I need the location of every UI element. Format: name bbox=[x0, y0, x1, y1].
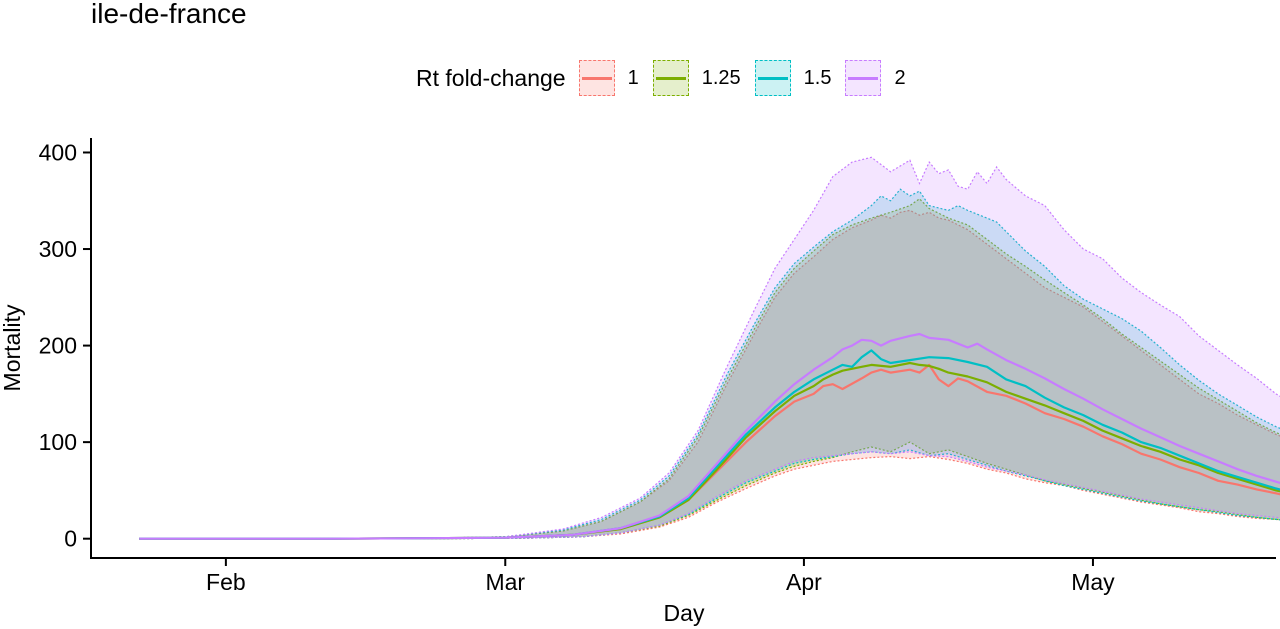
x-tick-label: Apr bbox=[786, 569, 822, 595]
ribbon-lower-1-25 bbox=[139, 441, 1280, 540]
mean-line-1-25 bbox=[139, 361, 1280, 540]
ribbon-lower-2 bbox=[139, 451, 1280, 540]
legend: Rt fold-change 1 1.25 1.5 2 bbox=[416, 58, 920, 98]
legend-item-1-5: 1.5 bbox=[754, 60, 832, 96]
legend-key-1 bbox=[578, 60, 615, 96]
legend-item-1: 1 bbox=[578, 60, 639, 96]
ribbon-1-25 bbox=[139, 198, 1280, 539]
ribbon-upper-1-25 bbox=[139, 198, 1280, 540]
y-tick-label: 0 bbox=[64, 526, 77, 552]
legend-label-2: 2 bbox=[894, 66, 906, 89]
legend-key-line-1-25 bbox=[655, 77, 686, 80]
y-tick-label: 100 bbox=[39, 429, 77, 455]
ribbon-2 bbox=[139, 157, 1280, 539]
legend-label-1: 1 bbox=[627, 66, 639, 89]
y-tick-label: 300 bbox=[39, 236, 77, 262]
x-tick-label: May bbox=[1071, 569, 1115, 595]
legend-item-1-25: 1.25 bbox=[652, 60, 741, 96]
x-axis-ticks: Feb Mar Apr May bbox=[206, 558, 1115, 595]
legend-item-2: 2 bbox=[845, 60, 906, 96]
y-axis-title: Mortality bbox=[0, 304, 25, 391]
y-tick-label: 400 bbox=[39, 139, 77, 165]
legend-label-1-25: 1.25 bbox=[701, 66, 741, 89]
ribbon-upper-1-5 bbox=[139, 188, 1280, 540]
y-tick-label: 200 bbox=[39, 333, 77, 359]
legend-key-1-5 bbox=[754, 60, 791, 96]
x-tick-label: Mar bbox=[485, 569, 525, 595]
legend-key-line-2 bbox=[848, 77, 879, 80]
mean-line-1-5 bbox=[139, 349, 1280, 540]
chart-title: ile-de-france bbox=[91, 0, 247, 29]
ribbon-lower-1 bbox=[139, 455, 1280, 540]
ribbon-1 bbox=[139, 210, 1280, 539]
legend-label-1-5: 1.5 bbox=[803, 66, 832, 89]
ribbon-1-5 bbox=[139, 189, 1280, 539]
legend-key-1-25 bbox=[652, 60, 689, 96]
ribbon-lower-1-5 bbox=[139, 449, 1280, 540]
x-axis-title: Day bbox=[664, 600, 705, 626]
mean-line-2 bbox=[139, 332, 1280, 540]
legend-key-2 bbox=[845, 60, 882, 96]
ci-ribbons bbox=[139, 156, 1280, 540]
legend-key-line-1 bbox=[581, 77, 612, 80]
y-axis-ticks: 0 100 200 300 400 bbox=[39, 139, 91, 552]
legend-title: Rt fold-change bbox=[416, 64, 566, 91]
ribbon-upper-2 bbox=[139, 156, 1280, 540]
ribbon-upper-1 bbox=[139, 209, 1280, 540]
x-tick-label: Feb bbox=[206, 569, 246, 595]
legend-key-line-1-5 bbox=[757, 77, 788, 80]
mean-lines bbox=[139, 332, 1280, 540]
